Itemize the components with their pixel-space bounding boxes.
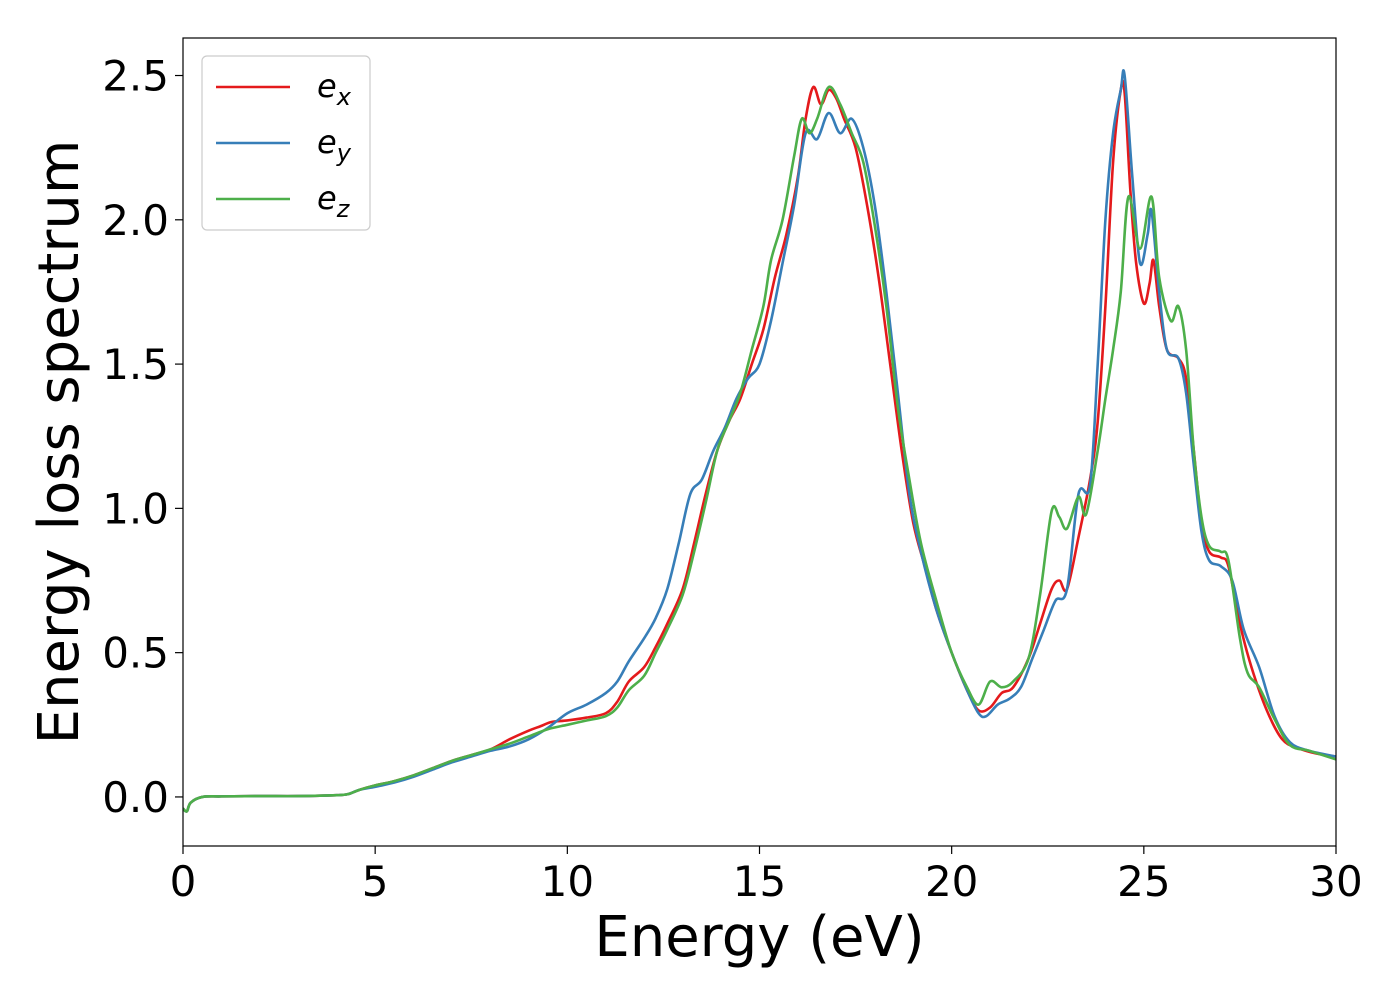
x-tick-label: 30 — [1309, 857, 1362, 906]
y-tick-label: 2.0 — [102, 196, 169, 245]
y-tick-label: 2.5 — [102, 52, 169, 101]
x-tick-label: 25 — [1117, 857, 1170, 906]
x-tick-label: 0 — [170, 857, 197, 906]
series-group — [183, 69, 1336, 813]
y-axis: 0.0 0.5 1.0 1.5 2.0 2.5 — [102, 52, 183, 822]
x-tick-label: 15 — [733, 857, 786, 906]
x-tick-label: 20 — [925, 857, 978, 906]
y-tick-label: 0.5 — [102, 629, 169, 678]
y-tick-label: 0.0 — [102, 773, 169, 822]
x-tick-label: 5 — [362, 857, 389, 906]
legend-label-y: ey — [317, 123, 352, 167]
x-axis: 0 5 10 15 20 25 30 — [170, 846, 1363, 906]
plot-frame — [182, 37, 1337, 847]
y-tick-label: 1.0 — [102, 484, 169, 533]
legend-label-x: ex — [317, 67, 352, 111]
y-tick-label: 1.5 — [102, 340, 169, 389]
series-line-y — [183, 69, 1336, 813]
x-tick-label: 10 — [541, 857, 594, 906]
x-axis-label: Energy (eV) — [594, 905, 924, 970]
series-line-z — [183, 85, 1336, 813]
y-axis-label: Energy loss spectrum — [27, 140, 92, 745]
